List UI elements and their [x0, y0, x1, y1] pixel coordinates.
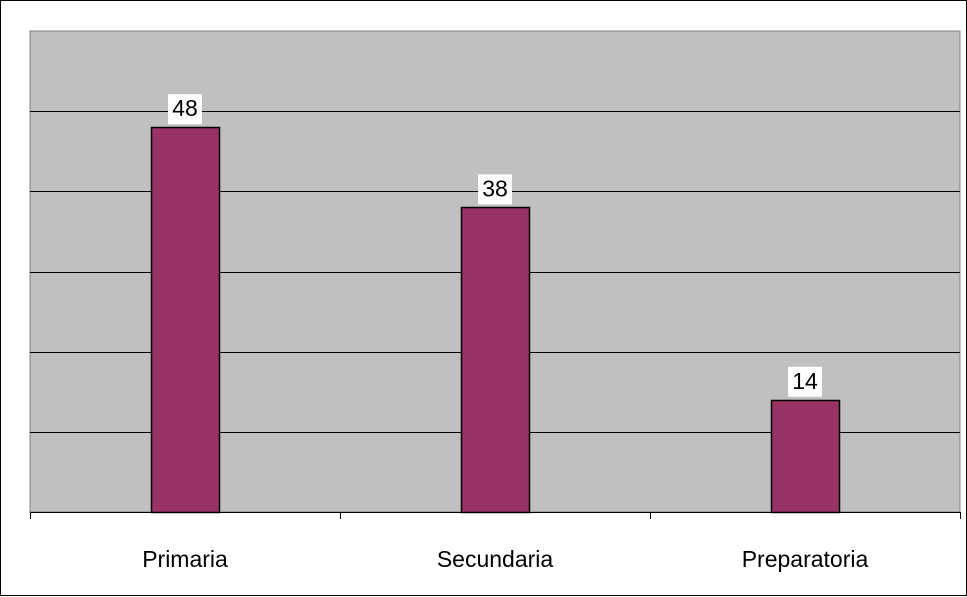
- category-label-primaria: Primaria: [142, 546, 228, 572]
- labels: 48 Primaria 38 Secundaria 14 Preparatoria: [142, 94, 868, 572]
- value-label-secundaria: 38: [482, 175, 508, 201]
- bar-primaria: [150, 126, 221, 514]
- value-label-box-preparatoria: [788, 366, 822, 397]
- value-label-box-primaria: [168, 94, 202, 125]
- category-label-secundaria: Secundaria: [437, 546, 554, 572]
- value-label-primaria: 48: [172, 95, 198, 121]
- category-label-preparatoria: Preparatoria: [742, 546, 869, 572]
- bar-preparatoria: [770, 399, 841, 514]
- bars: [150, 126, 841, 514]
- bar-secundaria: [460, 206, 531, 514]
- x-axis: [30, 512, 961, 519]
- value-label-box-secundaria: [478, 174, 512, 205]
- value-label-preparatoria: 14: [792, 368, 818, 394]
